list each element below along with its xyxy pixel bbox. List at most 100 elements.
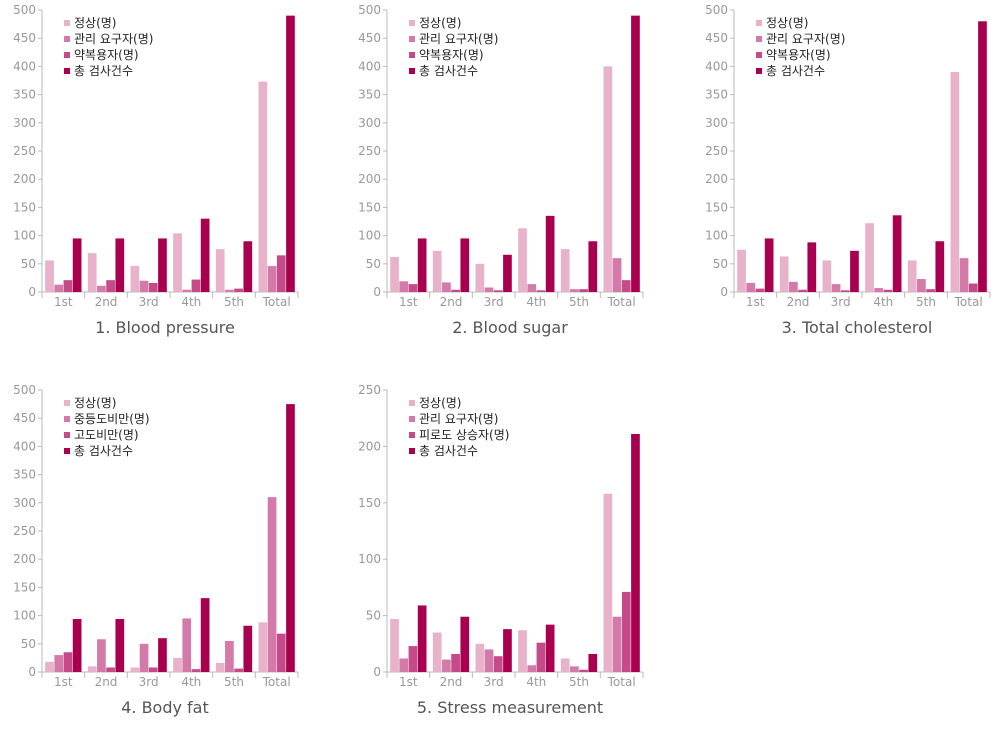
- bar: [968, 283, 978, 292]
- bar: [959, 258, 969, 292]
- legend-label: 총 검사건수: [766, 64, 825, 78]
- x-tick-label: 1st: [54, 295, 73, 309]
- y-tick-label: 150: [13, 580, 36, 594]
- legend-label: 정상(명): [74, 396, 116, 410]
- bar: [518, 228, 527, 292]
- y-tick-label: 0: [28, 665, 36, 679]
- x-tick-label: Total: [954, 295, 983, 309]
- bar: [390, 257, 399, 292]
- x-tick-label: 1st: [399, 675, 418, 689]
- bar: [97, 285, 106, 292]
- y-tick-label: 50: [366, 609, 381, 623]
- bar: [173, 233, 182, 292]
- y-tick-label: 0: [720, 285, 728, 299]
- bar: [45, 260, 54, 292]
- y-tick-label: 200: [13, 172, 36, 186]
- bar: [612, 258, 622, 292]
- x-tick-label: Total: [607, 675, 636, 689]
- x-tick-label: 2nd: [95, 295, 118, 309]
- x-tick-label: 2nd: [787, 295, 810, 309]
- bar: [243, 625, 253, 672]
- y-tick-label: 100: [705, 229, 728, 243]
- bar: [746, 282, 756, 292]
- bar: [460, 238, 470, 292]
- bar: [130, 266, 140, 292]
- bar: [45, 661, 54, 672]
- bar: [399, 658, 409, 672]
- y-tick-label: 150: [705, 200, 728, 214]
- y-tick-label: 450: [705, 31, 728, 45]
- bar: [276, 255, 286, 292]
- bar: [258, 81, 268, 293]
- legend-label: 정상(명): [766, 16, 808, 30]
- bar: [442, 659, 451, 672]
- bar: [840, 290, 850, 292]
- legend-swatch: [64, 68, 70, 74]
- x-tick-label: 4th: [526, 675, 546, 689]
- bar: [527, 665, 537, 672]
- y-tick-label: 100: [358, 552, 381, 566]
- bar: [764, 238, 774, 292]
- bar: [831, 284, 841, 292]
- bar: [892, 215, 902, 292]
- y-tick-label: 500: [358, 3, 381, 17]
- bar: [560, 249, 570, 292]
- bar: [286, 15, 295, 292]
- bar: [503, 629, 512, 672]
- y-tick-label: 50: [21, 637, 36, 651]
- bar: [950, 72, 960, 292]
- bar: [755, 288, 765, 292]
- bar: [621, 591, 631, 672]
- bar: [87, 253, 97, 292]
- chart-4-plot: 0 50 100 150 200 250 300 350 400 450 500 1st 2nd 3rd 4…: [13, 383, 299, 689]
- legend-swatch: [409, 400, 415, 406]
- legend-swatch: [64, 448, 70, 454]
- bar: [883, 289, 893, 292]
- bar: [63, 280, 73, 292]
- bar: [570, 289, 579, 292]
- bar: [87, 666, 97, 672]
- chart-3-plot: 0 50 100 150 200 250 300 350 400 450 500 1st 2nd 3rd 4…: [705, 3, 991, 309]
- y-tick-label: 50: [21, 257, 36, 271]
- y-tick-label: 200: [358, 439, 381, 453]
- bar: [258, 622, 268, 672]
- y-tick-label: 200: [358, 172, 381, 186]
- legend-label: 정상(명): [74, 16, 116, 30]
- legend-label: 약복용자(명): [766, 47, 831, 62]
- bar: [493, 290, 503, 292]
- legend-label: 관리 요구자(명): [766, 32, 845, 46]
- legend-swatch: [756, 68, 762, 74]
- x-tick-label: 2nd: [95, 675, 118, 689]
- bar: [200, 598, 210, 672]
- bar: [408, 646, 418, 672]
- x-tick-label: 3rd: [484, 295, 504, 309]
- y-tick-label: 100: [13, 609, 36, 623]
- y-tick-label: 200: [705, 172, 728, 186]
- chart-3-title: 3. Total cholesterol: [781, 318, 933, 337]
- bar: [865, 223, 874, 292]
- bar: [737, 249, 746, 292]
- x-tick-label: 5th: [916, 295, 936, 309]
- bar: [390, 618, 399, 672]
- x-tick-label: 4th: [181, 675, 201, 689]
- bar: [621, 280, 631, 292]
- bar: [408, 284, 418, 292]
- y-tick-label: 0: [373, 285, 381, 299]
- bar: [631, 15, 640, 292]
- legend-swatch: [409, 52, 415, 58]
- bar: [139, 280, 149, 292]
- chart-2-title: 2. Blood sugar: [452, 318, 568, 337]
- bar: [588, 241, 598, 292]
- bar: [276, 633, 286, 672]
- y-tick-label: 500: [13, 383, 36, 397]
- legend-swatch: [409, 448, 415, 454]
- bar: [451, 653, 460, 672]
- bar: [148, 667, 158, 672]
- legend-label: 정상(명): [419, 16, 461, 30]
- x-tick-label: 3rd: [139, 295, 159, 309]
- bar: [926, 289, 935, 292]
- x-tick-label: 3rd: [484, 675, 504, 689]
- y-tick-label: 500: [13, 3, 36, 17]
- bar: [106, 280, 115, 292]
- bar: [631, 433, 640, 672]
